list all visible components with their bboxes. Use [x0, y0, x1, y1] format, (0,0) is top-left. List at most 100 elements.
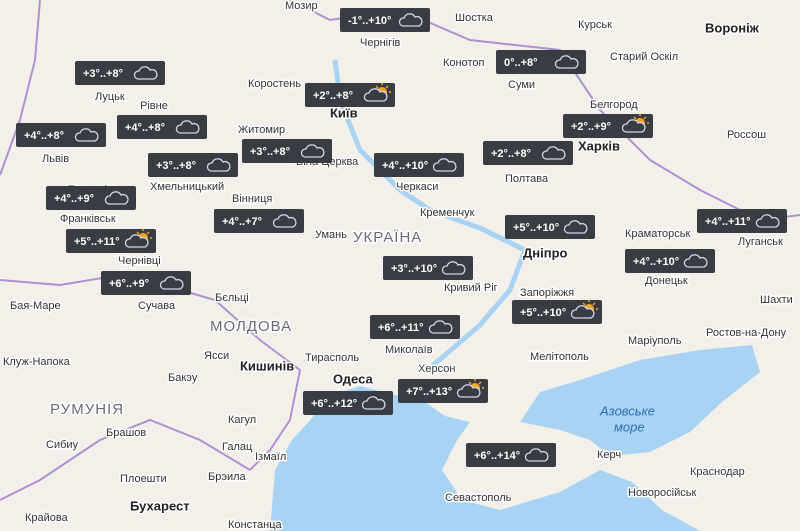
place-label: Кагул	[228, 414, 256, 426]
cloud-icon	[683, 254, 708, 268]
place-label: Кривий Ріг	[444, 282, 498, 294]
place-label: Ясси	[204, 350, 229, 362]
forecast-badge: +4°..+8°	[16, 123, 106, 147]
forecast-badge: +4°..+9°	[46, 186, 136, 210]
place-label: Новоросійськ	[628, 487, 696, 499]
forecast-badge: 0°..+8°	[496, 50, 586, 74]
cloud-icon	[441, 261, 466, 275]
place-label: Маріуполь	[628, 335, 682, 347]
place-label: Херсон	[418, 363, 455, 375]
forecast-temp: +3°..+8°	[250, 146, 290, 158]
black-sea	[270, 386, 700, 531]
cloud-icon	[206, 158, 231, 172]
forecast-temp: +4°..+10°	[382, 160, 428, 172]
forecast-badge: +6°..+14°	[466, 443, 556, 467]
forecast-badge: +5°..+10°	[512, 300, 602, 324]
place-label: Брэила	[208, 471, 247, 483]
forecast-temp: +4°..+8°	[125, 122, 165, 134]
place-label: Констанца	[228, 519, 283, 531]
forecast-badge: -1°..+10°	[340, 8, 430, 32]
place-label: Запоріжжя	[520, 287, 574, 299]
cloud-icon	[398, 13, 423, 27]
place-label: Луцьк	[95, 91, 125, 103]
forecast-temp: +6°..+9°	[109, 278, 149, 290]
place-label: Шахти	[760, 294, 793, 306]
sun-rays	[633, 114, 649, 124]
place-label: Умань	[315, 229, 347, 241]
cloud-icon	[124, 234, 149, 248]
cloud-icon	[570, 305, 595, 319]
forecast-temp: +4°..+9°	[54, 193, 94, 205]
place-label: Севастополь	[445, 492, 512, 504]
forecast-badge: +3°..+8°	[242, 139, 332, 163]
forecast-temp: +5°..+10°	[520, 307, 566, 319]
place-label: Краснодар	[690, 466, 745, 478]
place-label: Полтава	[505, 173, 549, 185]
cloud-icon	[159, 276, 184, 290]
place-label: УКРАЇНА	[353, 229, 422, 246]
forecast-temp: +2°..+8°	[313, 90, 353, 102]
place-label: Миколаїв	[385, 344, 433, 356]
place-label: Харків	[578, 138, 620, 153]
place-label: Воронiж	[705, 20, 760, 35]
place-label: Мозир	[285, 0, 318, 12]
river	[332, 59, 529, 374]
place-label: Сибиу	[46, 439, 79, 451]
place-label: Одеса	[333, 371, 373, 386]
cloud-icon	[361, 396, 386, 410]
place-label: Плоешти	[120, 473, 167, 485]
place-label: Луганськ	[738, 236, 783, 248]
place-label: Ростов-на-Дону	[706, 327, 787, 339]
azov-sea	[520, 345, 760, 456]
place-label: Київ	[330, 105, 358, 120]
place-label: Брашов	[106, 427, 146, 439]
forecast-temp: +4°..+8°	[24, 130, 64, 142]
cloud-icon	[563, 220, 588, 234]
place-label: Ізмаїл	[255, 451, 286, 463]
place-label: Краматорськ	[625, 228, 690, 240]
place-label: Рівне	[140, 100, 168, 112]
forecast-temp: +2°..+9°	[571, 121, 611, 133]
sun-rays	[468, 379, 484, 389]
place-label: Кременчук	[420, 207, 475, 219]
forecast-temp: +6°..+11°	[378, 322, 424, 334]
place-label: Керч	[597, 449, 621, 461]
forecast-temp: +6°..+12°	[311, 398, 357, 410]
place-label: море	[614, 419, 645, 434]
place-label: Клуж-Напока	[3, 356, 71, 368]
forecast-badge: +4°..+10°	[374, 153, 464, 177]
forecast-badge: +2°..+8°	[483, 141, 573, 165]
forecast-badge: +4°..+10°	[625, 249, 715, 273]
sun-rays	[375, 83, 391, 93]
place-label: Кишинів	[240, 358, 294, 373]
place-label: РУМУНІЯ	[50, 401, 124, 418]
forecast-temp: +4°..+7°	[222, 216, 262, 228]
place-label: Суми	[508, 79, 535, 91]
sun-rays	[136, 229, 152, 239]
forecast-badge: +3°..+10°	[383, 256, 473, 280]
place-label: Бая-Маре	[10, 300, 61, 312]
border	[0, 0, 302, 501]
forecast-badge: +6°..+11°	[370, 315, 460, 339]
forecast-temp: +4°..+10°	[633, 256, 679, 268]
place-label: Львів	[42, 153, 69, 165]
place-label: Курськ	[578, 19, 612, 31]
forecast-temp: +4°..+11°	[705, 216, 751, 228]
cloud-icon	[104, 191, 129, 205]
forecast-badge: +6°..+9°	[101, 271, 191, 295]
forecast-temp: -1°..+10°	[348, 15, 391, 27]
place-label: Хмельницький	[150, 181, 224, 193]
forecast-temp: +5°..+10°	[513, 222, 559, 234]
forecast-badge: +4°..+11°	[697, 209, 787, 233]
cloud-icon	[272, 214, 297, 228]
place-label: Вінниця	[232, 193, 272, 205]
forecast-temp: +2°..+8°	[491, 148, 531, 160]
forecast-temp: +3°..+8°	[83, 68, 123, 80]
forecast-temp: +7°..+13°	[406, 386, 452, 398]
place-label: Франківськ	[60, 213, 116, 225]
cloud-icon	[74, 128, 99, 142]
forecast-badge: +2°..+8°	[305, 83, 395, 107]
forecast-badge: +6°..+12°	[303, 391, 393, 415]
place-label: Крайова	[25, 512, 69, 524]
